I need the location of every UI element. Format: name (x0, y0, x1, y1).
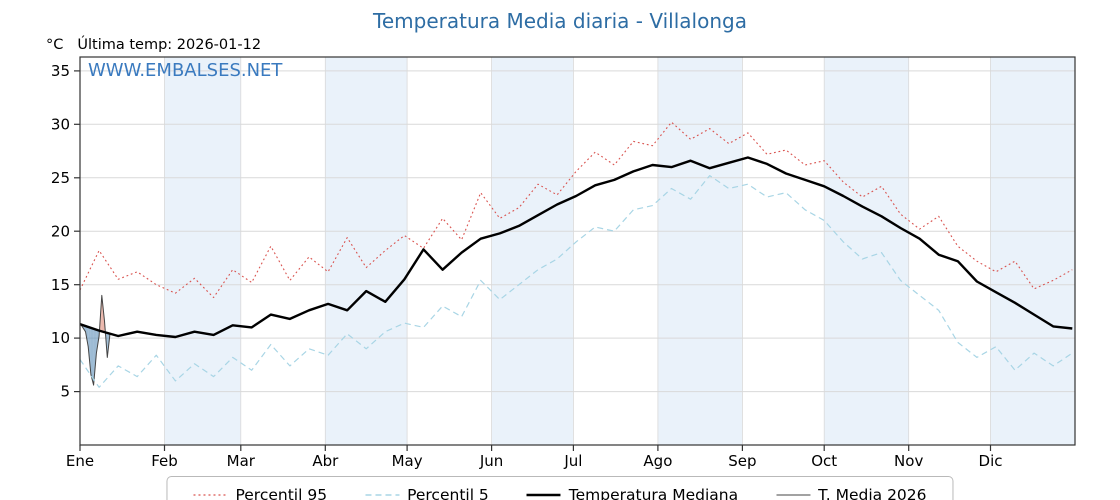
svg-text:Jun: Jun (479, 452, 503, 470)
legend-item-percentil-95: Percentil 95 (193, 486, 327, 500)
percentil-95-line-icon (193, 494, 228, 496)
chart-title: Temperatura Media diaria - Villalonga (373, 9, 747, 33)
legend-item-tmedia-2026: T. Media 2026 (776, 486, 927, 500)
svg-text:10: 10 (51, 329, 70, 347)
svg-text:Feb: Feb (151, 452, 178, 470)
watermark: WWW.EMBALSES.NET (88, 60, 283, 81)
percentil-5-line-icon (365, 494, 400, 496)
svg-text:Dic: Dic (979, 452, 1003, 470)
last-temp-annotation: Última temp: 2026-01-12 (77, 37, 262, 53)
svg-text:Ago: Ago (643, 452, 672, 470)
legend-label-percentil-5: Percentil 5 (407, 486, 489, 500)
y-axis-unit-label: °C (46, 37, 64, 53)
mediana-line-icon (526, 493, 561, 497)
svg-text:Ene: Ene (66, 452, 94, 470)
svg-text:30: 30 (51, 115, 70, 133)
chart-legend: Percentil 95 Percentil 5 Temperatura Med… (166, 476, 954, 500)
legend-label-mediana: Temperatura Mediana (568, 486, 739, 500)
tmedia-2026-line-icon (776, 494, 811, 496)
svg-text:Sep: Sep (728, 452, 756, 470)
svg-text:Jul: Jul (563, 452, 582, 470)
legend-label-tmedia-2026: T. Media 2026 (818, 486, 927, 500)
svg-text:15: 15 (51, 276, 70, 294)
svg-text:20: 20 (51, 222, 70, 240)
legend-item-mediana: Temperatura Mediana (526, 486, 739, 500)
legend-label-percentil-95: Percentil 95 (235, 486, 328, 500)
top-annotations: °C Última temp: 2026-01-12 (46, 37, 261, 53)
svg-text:Abr: Abr (312, 452, 339, 470)
svg-text:Oct: Oct (811, 452, 837, 470)
svg-text:5: 5 (60, 383, 70, 401)
svg-text:25: 25 (51, 169, 70, 187)
svg-text:Mar: Mar (227, 452, 256, 470)
svg-text:May: May (392, 452, 423, 470)
svg-text:35: 35 (51, 62, 70, 80)
legend-item-percentil-5: Percentil 5 (365, 486, 489, 500)
svg-text:Nov: Nov (894, 452, 923, 470)
